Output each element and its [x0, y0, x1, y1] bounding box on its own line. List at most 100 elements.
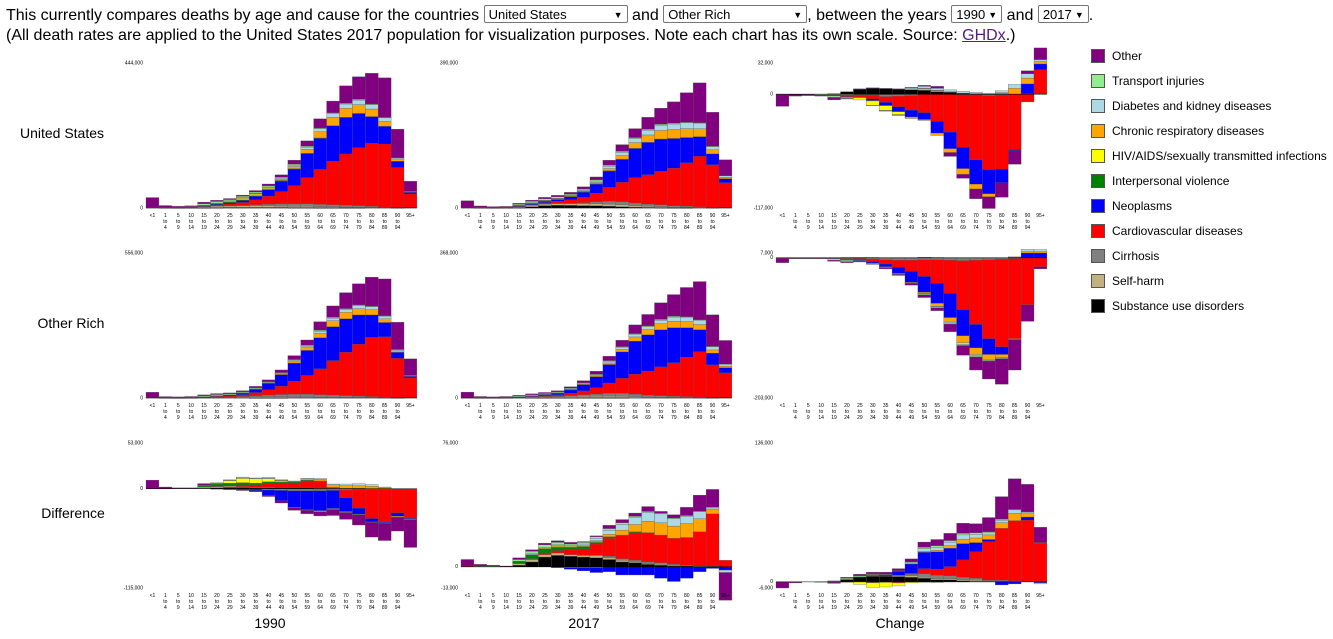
bar-segment — [576, 203, 591, 206]
bar-segment — [403, 192, 418, 195]
x-tick-label: 45 to 49 — [909, 213, 915, 231]
bar-segment — [352, 514, 366, 526]
x-tick-label: 35 to 39 — [568, 593, 574, 611]
chevron-down-icon: ▼ — [988, 10, 998, 20]
country1-select[interactable]: United States ▼ — [483, 5, 628, 23]
bar-segment — [403, 519, 418, 548]
bar-segment — [249, 490, 263, 492]
bar-segment — [236, 489, 250, 491]
bar-segment — [287, 166, 301, 169]
x-tick-label: 15 to 19 — [516, 403, 522, 421]
bar-segment — [184, 205, 198, 207]
bar-segment — [210, 200, 224, 202]
bar-segment — [300, 177, 314, 204]
bar-segment — [274, 394, 289, 397]
bar-segment — [249, 477, 263, 479]
col-label-2017: 2017 — [568, 615, 600, 631]
bar-segment — [982, 360, 996, 380]
bar-segment — [365, 337, 379, 397]
bar-segment — [943, 322, 957, 325]
bar-segment — [641, 326, 655, 330]
bar-segment — [615, 159, 629, 183]
bar-segment — [602, 566, 616, 572]
bar-segment — [326, 320, 340, 327]
bar-segment — [840, 98, 854, 100]
x-tick-label: 60 to 64 — [317, 593, 323, 611]
bar-segment — [917, 294, 931, 298]
bar-segment — [576, 384, 591, 392]
bar-segment — [564, 192, 578, 195]
bar-segment — [326, 509, 340, 516]
bar-segment — [814, 258, 828, 260]
bar-segment — [930, 568, 944, 576]
bar-segment — [840, 94, 854, 97]
bar-segment — [551, 540, 565, 543]
x-tick-label: 95+ — [721, 593, 730, 599]
bar-segment — [943, 260, 957, 294]
header-note: (All death rates are applied to the Unit… — [6, 27, 963, 44]
bar-segment — [460, 559, 475, 567]
bar-segment — [576, 543, 591, 546]
bar-segment — [693, 320, 707, 325]
bar-segment — [365, 276, 379, 307]
bar-segment — [564, 196, 578, 200]
x-tick-label: 85 to 89 — [697, 403, 703, 421]
bar-segment — [904, 95, 919, 111]
bar-segment — [866, 87, 880, 89]
x-tick-label: 20 to 24 — [214, 593, 220, 611]
legend-label: Cirrhosis — [1112, 248, 1160, 263]
year2-select[interactable]: 2017 ▼ — [1037, 5, 1089, 23]
bar-segment — [969, 94, 983, 160]
bar-segment — [718, 566, 733, 571]
bar-segment — [969, 534, 983, 539]
bar-segment — [589, 542, 604, 545]
bar-segment — [693, 281, 707, 320]
year1-select[interactable]: 1990 ▼ — [951, 5, 1003, 23]
bar-segment — [261, 482, 276, 488]
bar-segment — [641, 521, 655, 533]
bar-segment — [641, 129, 655, 136]
country2-select[interactable]: Other Rich ▼ — [663, 5, 808, 23]
bar-segment — [891, 582, 906, 587]
x-tick-label: 55 to 59 — [619, 593, 625, 611]
y-tick-top: 76,000 — [443, 440, 459, 446]
bar-segment — [718, 363, 733, 367]
bar-segment — [589, 376, 604, 388]
bar-segment — [956, 345, 970, 356]
x-tick-label: 15 to 19 — [201, 213, 207, 231]
bar-segment — [274, 203, 289, 207]
bar-segment — [1033, 69, 1048, 95]
bar-segment — [576, 567, 591, 572]
x-tick-label: 80 to 84 — [369, 593, 375, 611]
bar-segment — [853, 261, 867, 263]
bar-segment — [879, 96, 893, 103]
bar-segment — [300, 345, 314, 348]
bar-segment — [236, 205, 250, 208]
bar-segment — [956, 523, 970, 534]
x-tick-label: 60 to 64 — [317, 403, 323, 421]
x-tick-label: 30 to 34 — [240, 403, 246, 421]
bar-segment — [982, 338, 996, 355]
bar-segment — [1020, 70, 1035, 74]
bar-segment — [210, 393, 224, 395]
bar-segment — [969, 578, 983, 581]
bar-segment — [352, 508, 366, 515]
bar-segment — [274, 205, 289, 208]
bar-segment — [300, 510, 314, 514]
bar-segment — [378, 143, 392, 208]
y-tick-top: 32,000 — [758, 60, 774, 66]
source-link[interactable]: GHDx — [962, 27, 1006, 44]
x-tick-label: 30 to 34 — [555, 213, 561, 231]
bar-segment — [866, 98, 880, 101]
legend-swatch — [1091, 73, 1105, 88]
x-tick-label: 70 to 74 — [973, 213, 979, 231]
bar-segment — [261, 185, 276, 188]
bar-segment — [930, 91, 944, 95]
bar-segment — [602, 556, 616, 559]
bar-segment — [615, 349, 629, 353]
year1-value: 1990 — [956, 7, 986, 22]
bar-segment — [352, 147, 366, 206]
bar-segment — [274, 396, 289, 399]
bar-segment — [943, 578, 957, 580]
bar-segment — [326, 305, 340, 318]
